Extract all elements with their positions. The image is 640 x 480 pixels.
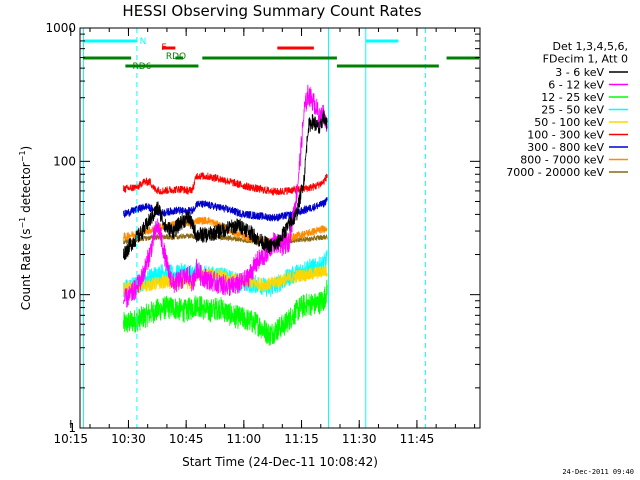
x-tick-label: 11:00 (227, 432, 262, 446)
x-tick-label: 10:15 (53, 432, 88, 446)
x-tick-label: 11:30 (342, 432, 377, 446)
x-axis-label: Start Time (24-Dec-11 10:08:42) (182, 455, 378, 469)
series-line-6-12-kev (123, 84, 328, 308)
y-tick-label: 1 (68, 421, 76, 435)
legend: Det 1,3,4,5,6,FDecim 1, Att 03 - 6 keV6 … (506, 40, 628, 179)
flag-label-n: N (140, 37, 147, 47)
legend-label: 800 - 7000 keV (520, 154, 604, 167)
legend-label: 50 - 100 keV (534, 116, 604, 129)
flag-label-f: F (161, 43, 166, 53)
series-line-50-100-kev (123, 265, 328, 296)
x-axis-ticks: 10:15 10:30 10:45 11:00 11:15 11:30 11:45 (53, 28, 476, 446)
x-tick-label: 10:45 (169, 432, 204, 446)
legend-label: 6 - 12 keV (548, 79, 604, 92)
plot-frame (79, 27, 481, 429)
series-line-12-25-kev (123, 279, 328, 346)
legend-label: 3 - 6 keV (555, 66, 604, 79)
flag-label-rd6: RD6 (133, 62, 152, 72)
flag-label-rdo: RDO (166, 52, 186, 62)
legend-label: 300 - 800 keV (527, 141, 604, 154)
x-tick-label: 11:45 (400, 432, 435, 446)
chart-title: HESSI Observing Summary Count Rates (122, 2, 421, 20)
y-axis-ticks: 1 10 100 1000 (45, 21, 480, 435)
legend-label: 7000 - 20000 keV (506, 166, 604, 179)
y-axis-label: Count Rate (s−1 detector−1) (18, 146, 33, 310)
legend-header: FDecim 1, Att 0 (543, 53, 628, 66)
timestamp: 24-Dec-2011 09:40 (562, 468, 634, 476)
y-tick-label: 10 (61, 288, 76, 302)
y-tick-label: 1000 (45, 21, 76, 35)
legend-header: Det 1,3,4,5,6, (552, 40, 628, 53)
y-tick-label: 100 (53, 154, 76, 168)
x-tick-label: 10:30 (111, 432, 146, 446)
series-line-25-50-kev (123, 249, 328, 297)
legend-label: 25 - 50 keV (541, 104, 604, 117)
x-tick-label: 11:15 (284, 432, 319, 446)
legend-label: 12 - 25 keV (541, 91, 604, 104)
vline-layer (82, 28, 426, 428)
series-line-100-300-kev (123, 172, 328, 196)
series-layer (123, 84, 328, 346)
legend-label: 100 - 300 keV (527, 129, 604, 142)
series-line-3-6-kev (123, 109, 328, 261)
